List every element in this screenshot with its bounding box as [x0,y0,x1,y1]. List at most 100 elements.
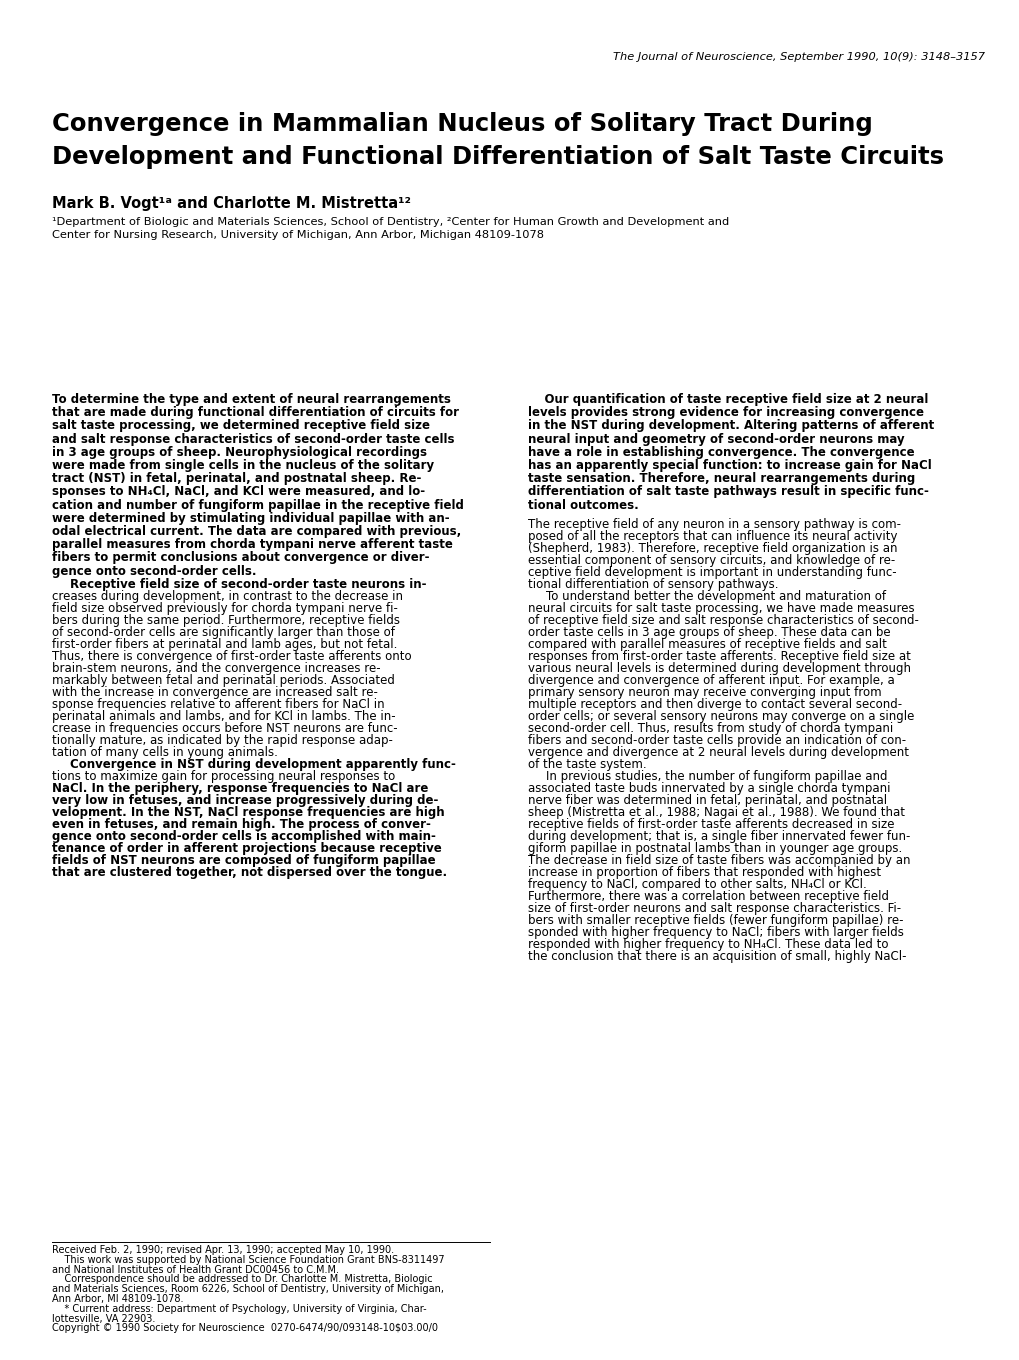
Text: velopment. In the NST, NaCl response frequencies are high: velopment. In the NST, NaCl response fre… [52,805,444,819]
Text: of receptive field size and salt response characteristics of second-: of receptive field size and salt respons… [528,615,918,627]
Text: even in fetuses, and remain high. The process of conver-: even in fetuses, and remain high. The pr… [52,817,430,831]
Text: Center for Nursing Research, University of Michigan, Ann Arbor, Michigan 48109-1: Center for Nursing Research, University … [52,230,543,239]
Text: field size observed previously for chorda tympani nerve fi-: field size observed previously for chord… [52,601,397,615]
Text: were determined by stimulating individual papillae with an-: were determined by stimulating individua… [52,511,449,525]
Text: lottesville, VA 22903.: lottesville, VA 22903. [52,1314,155,1323]
Text: NaCl. In the periphery, response frequencies to NaCl are: NaCl. In the periphery, response frequen… [52,782,428,794]
Text: parallel measures from chorda tympani nerve afferent taste: parallel measures from chorda tympani ne… [52,539,452,551]
Text: of second-order cells are significantly larger than those of: of second-order cells are significantly … [52,626,394,639]
Text: fields of NST neurons are composed of fungiform papillae: fields of NST neurons are composed of fu… [52,854,435,866]
Text: has an apparently special function: to increase gain for NaCl: has an apparently special function: to i… [528,460,930,472]
Text: To understand better the development and maturation of: To understand better the development and… [545,590,886,604]
Text: with the increase in convergence are increased salt re-: with the increase in convergence are inc… [52,685,377,699]
Text: divergence and convergence of afferent input. For example, a: divergence and convergence of afferent i… [528,675,894,687]
Text: sponses to NH₄Cl, NaCl, and KCl were measured, and lo-: sponses to NH₄Cl, NaCl, and KCl were mea… [52,486,425,498]
Text: perinatal animals and lambs, and for KCl in lambs. The in-: perinatal animals and lambs, and for KCl… [52,710,395,722]
Text: Received Feb. 2, 1990; revised Apr. 13, 1990; accepted May 10, 1990.: Received Feb. 2, 1990; revised Apr. 13, … [52,1244,393,1255]
Text: ¹Department of Biologic and Materials Sciences, School of Dentistry, ²Center for: ¹Department of Biologic and Materials Sc… [52,218,729,227]
Text: have a role in establishing convergence. The convergence: have a role in establishing convergence.… [528,446,914,458]
Text: brain-stem neurons, and the convergence increases re-: brain-stem neurons, and the convergence … [52,662,380,675]
Text: To determine the type and extent of neural rearrangements: To determine the type and extent of neur… [52,393,450,407]
Text: various neural levels is determined during development through: various neural levels is determined duri… [528,662,910,676]
Text: the conclusion that there is an acquisition of small, highly NaCl-: the conclusion that there is an acquisit… [528,951,906,963]
Text: multiple receptors and then diverge to contact several second-: multiple receptors and then diverge to c… [528,699,901,711]
Text: nerve fiber was determined in fetal, perinatal, and postnatal: nerve fiber was determined in fetal, per… [528,794,887,808]
Text: and National Institutes of Health Grant DC00456 to C.M.M.: and National Institutes of Health Grant … [52,1265,338,1274]
Text: gence onto second-order cells.: gence onto second-order cells. [52,564,256,578]
Text: receptive fields of first-order taste afferents decreased in size: receptive fields of first-order taste af… [528,819,894,831]
Text: The decrease in field size of taste fibers was accompanied by an: The decrease in field size of taste fibe… [528,854,910,868]
Text: tional differentiation of sensory pathways.: tional differentiation of sensory pathwa… [528,578,777,592]
Text: primary sensory neuron may receive converging input from: primary sensory neuron may receive conve… [528,687,880,699]
Text: increase in proportion of fibers that responded with highest: increase in proportion of fibers that re… [528,866,880,880]
Text: (Shepherd, 1983). Therefore, receptive field organization is an: (Shepherd, 1983). Therefore, receptive f… [528,543,897,555]
Text: odal electrical current. The data are compared with previous,: odal electrical current. The data are co… [52,525,461,539]
Text: that are clustered together, not dispersed over the tongue.: that are clustered together, not dispers… [52,866,446,879]
Text: fibers and second-order taste cells provide an indication of con-: fibers and second-order taste cells prov… [528,734,905,748]
Text: This work was supported by National Science Foundation Grant BNS-8311497: This work was supported by National Scie… [52,1255,444,1265]
Text: responses from first-order taste afferents. Receptive field size at: responses from first-order taste afferen… [528,650,910,664]
Text: Receptive field size of second-order taste neurons in-: Receptive field size of second-order tas… [70,578,426,590]
Text: Mark B. Vogt¹ᵃ and Charlotte M. Mistretta¹²: Mark B. Vogt¹ᵃ and Charlotte M. Mistrett… [52,196,411,211]
Text: were made from single cells in the nucleus of the solitary: were made from single cells in the nucle… [52,460,434,472]
Text: sponded with higher frequency to NaCl; fibers with larger fields: sponded with higher frequency to NaCl; f… [528,926,903,940]
Text: crease in frequencies occurs before NST neurons are func-: crease in frequencies occurs before NST … [52,722,397,734]
Text: posed of all the receptors that can influence its neural activity: posed of all the receptors that can infl… [528,530,897,544]
Text: first-order fibers at perinatal and lamb ages, but not fetal.: first-order fibers at perinatal and lamb… [52,638,397,651]
Text: order taste cells in 3 age groups of sheep. These data can be: order taste cells in 3 age groups of she… [528,627,890,639]
Text: taste sensation. Therefore, neural rearrangements during: taste sensation. Therefore, neural rearr… [528,472,914,486]
Text: frequency to NaCl, compared to other salts, NH₄Cl or KCl.: frequency to NaCl, compared to other sal… [528,879,866,891]
Text: essential component of sensory circuits, and knowledge of re-: essential component of sensory circuits,… [528,555,895,567]
Text: The receptive field of any neuron in a sensory pathway is com-: The receptive field of any neuron in a s… [528,518,900,532]
Text: associated taste buds innervated by a single chorda tympani: associated taste buds innervated by a si… [528,782,890,796]
Text: size of first-order neurons and salt response characteristics. Fi-: size of first-order neurons and salt res… [528,903,900,915]
Text: markably between fetal and perinatal periods. Associated: markably between fetal and perinatal per… [52,673,394,687]
Text: sponse frequencies relative to afferent fibers for NaCl in: sponse frequencies relative to afferent … [52,698,384,711]
Text: tional outcomes.: tional outcomes. [528,499,638,511]
Text: Our quantification of taste receptive field size at 2 neural: Our quantification of taste receptive fi… [528,393,927,407]
Text: cation and number of fungiform papillae in the receptive field: cation and number of fungiform papillae … [52,499,464,511]
Text: that are made during functional differentiation of circuits for: that are made during functional differen… [52,407,459,419]
Text: tionally mature, as indicated by the rapid response adap-: tionally mature, as indicated by the rap… [52,734,392,747]
Text: bers during the same period. Furthermore, receptive fields: bers during the same period. Furthermore… [52,613,399,627]
Text: sheep (Mistretta et al., 1988; Nagai et al., 1988). We found that: sheep (Mistretta et al., 1988; Nagai et … [528,806,904,819]
Text: * Current address: Department of Psychology, University of Virginia, Char-: * Current address: Department of Psychol… [52,1304,426,1314]
Text: compared with parallel measures of receptive fields and salt: compared with parallel measures of recep… [528,638,886,651]
Text: Convergence in Mammalian Nucleus of Solitary Tract During: Convergence in Mammalian Nucleus of Soli… [52,112,872,136]
Text: in the NST during development. Altering patterns of afferent: in the NST during development. Altering … [528,419,933,432]
Text: In previous studies, the number of fungiform papillae and: In previous studies, the number of fungi… [545,770,887,783]
Text: very low in fetuses, and increase progressively during de-: very low in fetuses, and increase progre… [52,794,438,806]
Text: Furthermore, there was a correlation between receptive field: Furthermore, there was a correlation bet… [528,891,889,903]
Text: The Journal of Neuroscience, September 1990, 10(9): 3148–3157: The Journal of Neuroscience, September 1… [612,52,984,63]
Text: tions to maximize gain for processing neural responses to: tions to maximize gain for processing ne… [52,770,395,783]
Text: Convergence in NST during development apparently func-: Convergence in NST during development ap… [70,758,455,771]
Text: creases during development, in contrast to the decrease in: creases during development, in contrast … [52,590,403,602]
Text: fibers to permit conclusions about convergence or diver-: fibers to permit conclusions about conve… [52,551,429,564]
Text: order cells; or several sensory neurons may converge on a single: order cells; or several sensory neurons … [528,710,913,724]
Text: Copyright © 1990 Society for Neuroscience  0270-6474/90/093148-10$03.00/0: Copyright © 1990 Society for Neuroscienc… [52,1323,437,1333]
Text: Thus, there is convergence of first-order taste afferents onto: Thus, there is convergence of first-orde… [52,650,412,662]
Text: responded with higher frequency to NH₄Cl. These data led to: responded with higher frequency to NH₄Cl… [528,938,888,952]
Text: vergence and divergence at 2 neural levels during development: vergence and divergence at 2 neural leve… [528,747,908,759]
Text: Development and Functional Differentiation of Salt Taste Circuits: Development and Functional Differentiati… [52,146,943,169]
Text: levels provides strong evidence for increasing convergence: levels provides strong evidence for incr… [528,407,923,419]
Text: tract (NST) in fetal, perinatal, and postnatal sheep. Re-: tract (NST) in fetal, perinatal, and pos… [52,472,421,486]
Text: ceptive field development is important in understanding func-: ceptive field development is important i… [528,566,896,579]
Text: giform papillae in postnatal lambs than in younger age groups.: giform papillae in postnatal lambs than … [528,842,902,855]
Text: and salt response characteristics of second-order taste cells: and salt response characteristics of sec… [52,432,454,446]
Text: of the taste system.: of the taste system. [528,759,646,771]
Text: tation of many cells in young animals.: tation of many cells in young animals. [52,745,277,759]
Text: and Materials Sciences, Room 6226, School of Dentistry, University of Michigan,: and Materials Sciences, Room 6226, Schoo… [52,1284,443,1295]
Text: differentiation of salt taste pathways result in specific func-: differentiation of salt taste pathways r… [528,486,928,498]
Text: salt taste processing, we determined receptive field size: salt taste processing, we determined rec… [52,419,430,432]
Text: neural circuits for salt taste processing, we have made measures: neural circuits for salt taste processin… [528,602,914,615]
Text: Ann Arbor, MI 48109-1078.: Ann Arbor, MI 48109-1078. [52,1293,183,1304]
Text: Correspondence should be addressed to Dr. Charlotte M. Mistretta, Biologic: Correspondence should be addressed to Dr… [52,1274,432,1284]
Text: bers with smaller receptive fields (fewer fungiform papillae) re-: bers with smaller receptive fields (fewe… [528,914,903,928]
Text: gence onto second-order cells is accomplished with main-: gence onto second-order cells is accompl… [52,830,435,843]
Text: second-order cell. Thus, results from study of chorda tympani: second-order cell. Thus, results from st… [528,722,893,736]
Text: tenance of order in afferent projections because receptive: tenance of order in afferent projections… [52,842,441,855]
Text: neural input and geometry of second-order neurons may: neural input and geometry of second-orde… [528,432,904,446]
Text: during development; that is, a single fiber innervated fewer fun-: during development; that is, a single fi… [528,831,910,843]
Text: in 3 age groups of sheep. Neurophysiological recordings: in 3 age groups of sheep. Neurophysiolog… [52,446,427,458]
